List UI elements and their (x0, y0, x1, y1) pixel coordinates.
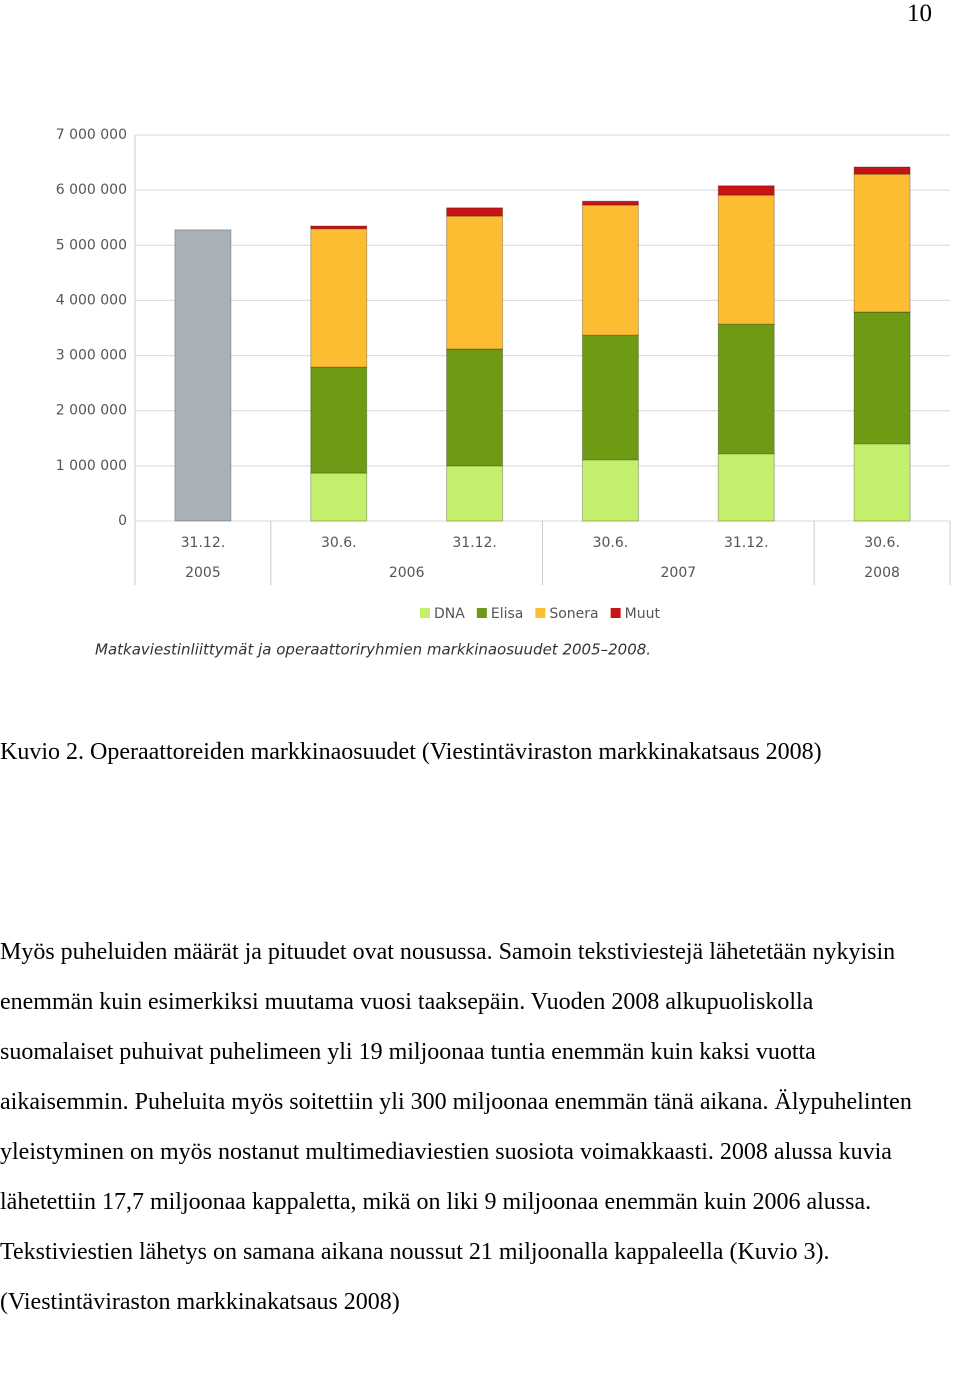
x-tick-label: 30.6. (593, 535, 629, 551)
year-label: 2007 (661, 565, 697, 581)
bar-segment (581, 204, 639, 336)
bar-segment (717, 194, 775, 325)
bar-segment (174, 229, 232, 522)
bar-segment (581, 334, 639, 461)
legend-label: Elisa (491, 606, 524, 622)
bar-segment (717, 185, 775, 196)
y-tick-label: 5 000 000 (56, 237, 127, 253)
y-tick-label: 7 000 000 (56, 127, 127, 143)
bar-segment (446, 207, 504, 217)
bar-segment (310, 366, 368, 474)
y-tick-label: 1 000 000 (56, 458, 127, 474)
bar-segment (581, 459, 639, 522)
y-tick-label: 0 (118, 513, 127, 529)
x-tick-label: 31.12. (181, 535, 226, 551)
chart: Matkaviestinliittymät ja operaattoriryhm… (56, 127, 951, 659)
chart-caption: Matkaviestinliittymät ja operaattoriryhm… (95, 641, 651, 659)
bar-segment (717, 453, 775, 522)
legend-label: Sonera (549, 606, 598, 622)
y-tick-label: 2 000 000 (56, 403, 127, 419)
bar-segment (853, 166, 911, 175)
y-tick-label: 6 000 000 (56, 182, 127, 198)
legend-swatch (535, 608, 546, 618)
legend-swatch (610, 608, 621, 618)
x-tick-label: 31.12. (724, 535, 769, 551)
legend-label: Muut (625, 606, 661, 622)
y-tick-label: 4 000 000 (56, 292, 127, 308)
bar-segment (581, 200, 639, 206)
bar-segment (310, 228, 368, 368)
bar-segment (446, 465, 504, 522)
year-label: 2005 (185, 565, 221, 581)
year-label: 2008 (864, 565, 900, 581)
bar-segment (853, 173, 911, 313)
bar-segment (853, 311, 911, 445)
page-number: 10 (907, 0, 932, 27)
year-label: 2006 (389, 565, 425, 581)
paragraph: Myös puheluiden määrät ja pituudet ovat … (0, 939, 912, 1315)
x-tick-label: 31.12. (452, 535, 497, 551)
legend-swatch (420, 608, 430, 618)
bar-segment (853, 443, 911, 522)
bar-segment (310, 472, 368, 522)
bar-segment (310, 225, 368, 230)
legend-swatch (476, 608, 487, 618)
figure-caption: Kuvio 2. Operaattoreiden markkinaosuudet… (0, 739, 822, 765)
legend-label: DNA (434, 606, 465, 622)
bar-segment (717, 323, 775, 455)
bar-segment (446, 348, 504, 467)
x-tick-label: 30.6. (321, 535, 357, 551)
y-tick-label: 3 000 000 (56, 348, 127, 364)
bar-segment (446, 215, 504, 350)
x-tick-label: 30.6. (864, 535, 900, 551)
